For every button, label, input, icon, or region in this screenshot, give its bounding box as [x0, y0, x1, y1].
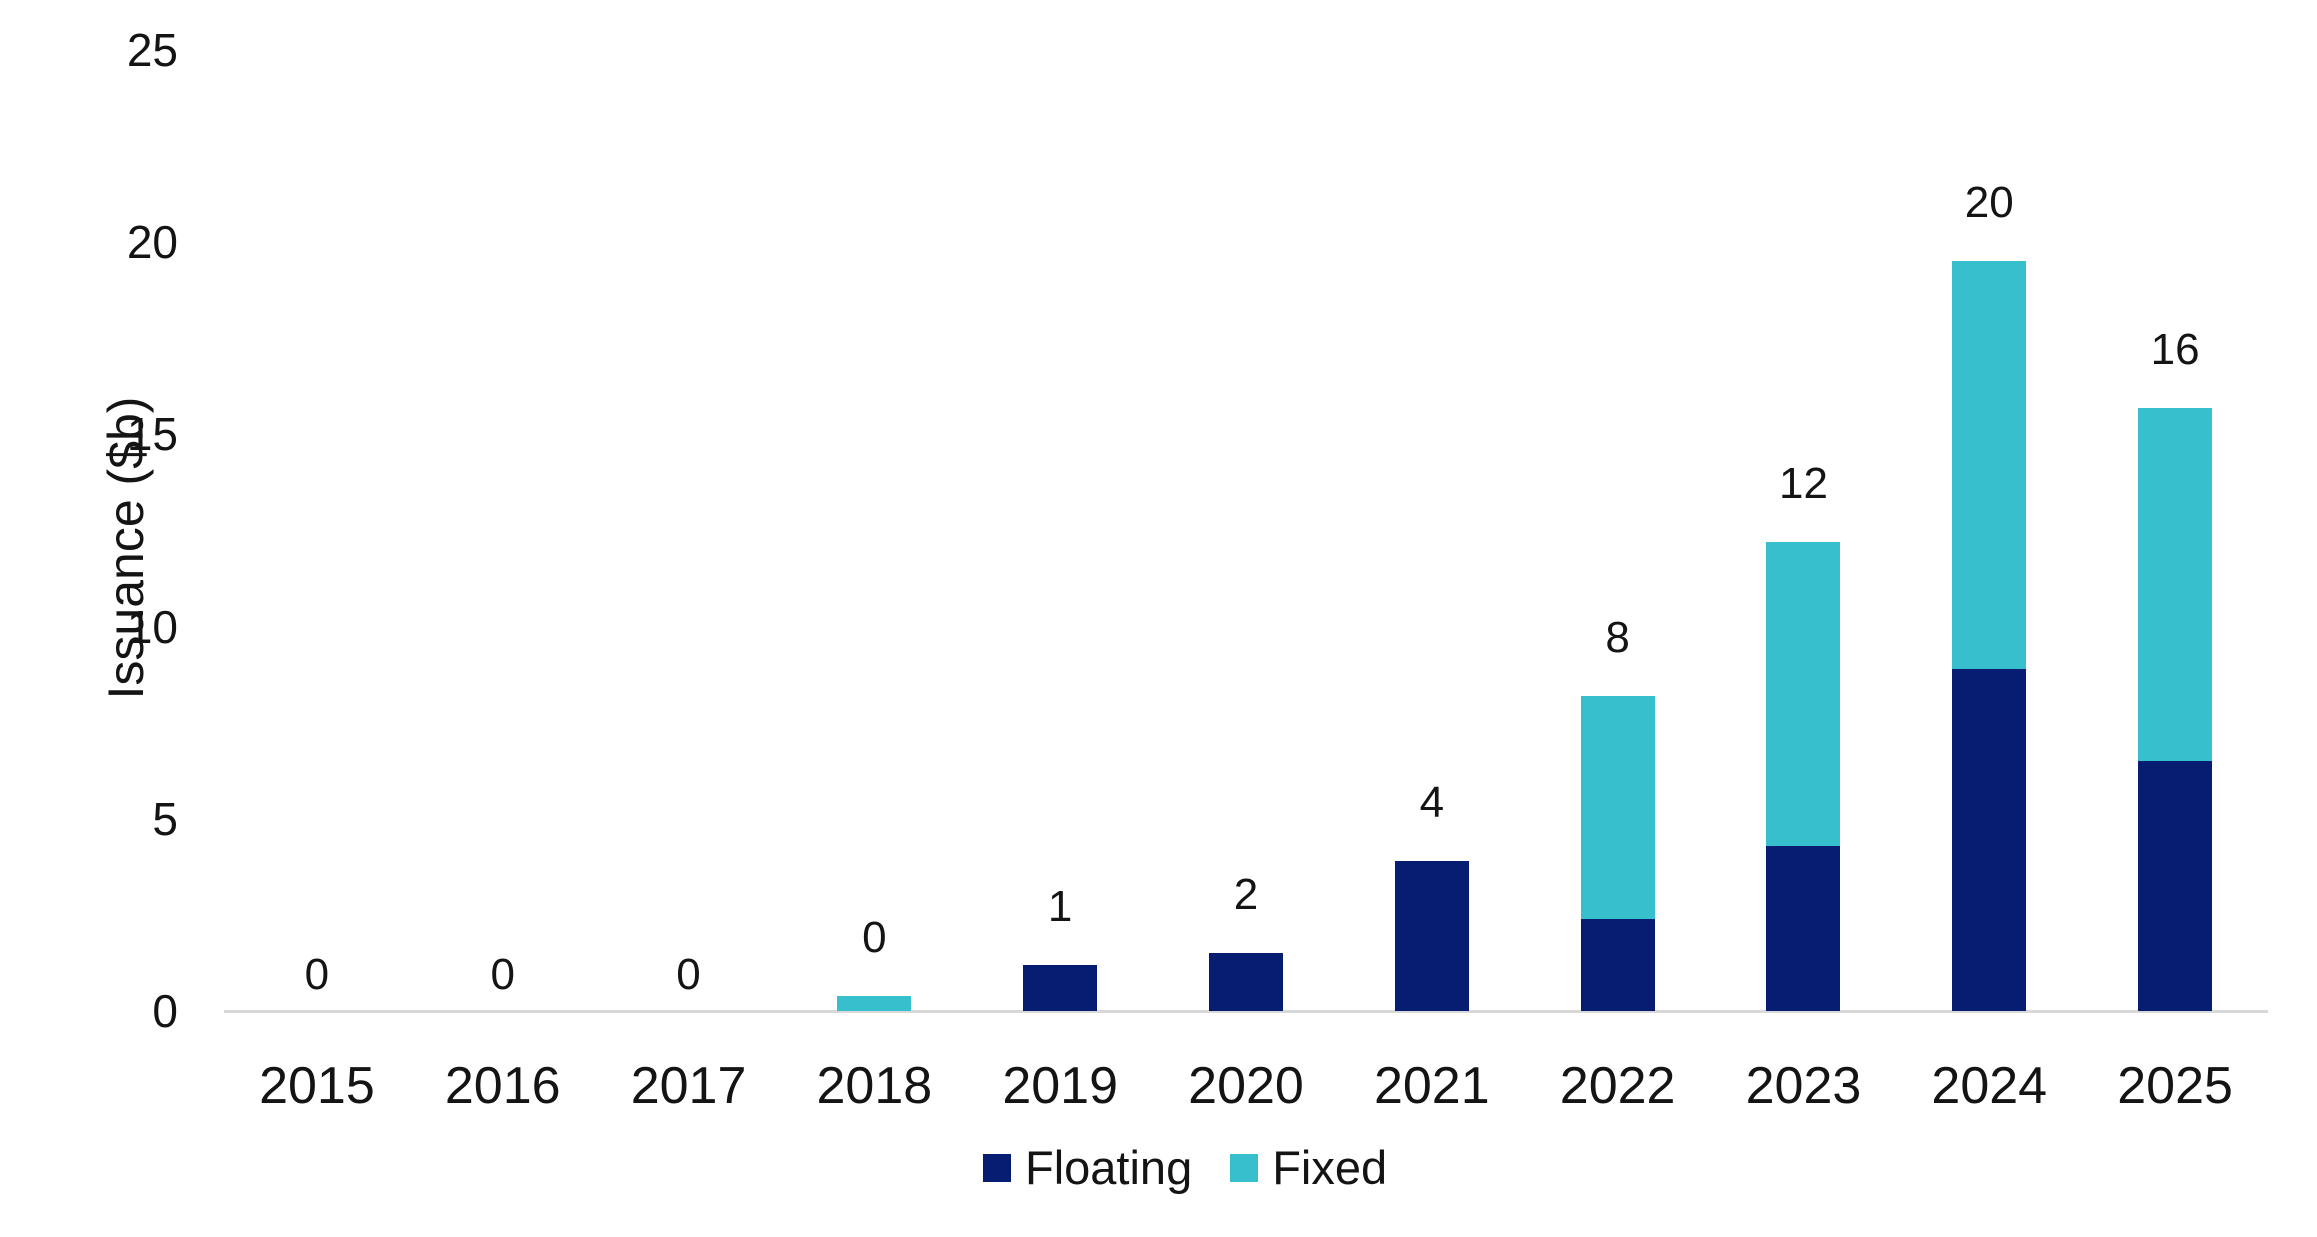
legend-item-floating: Floating — [983, 1144, 1192, 1191]
x-tick-label-2021: 2021 — [1373, 1057, 1490, 1115]
bar-segment-fixed-2024 — [1952, 261, 2027, 669]
y-tick-label-10: 10 — [126, 600, 178, 653]
bar-segment-floating-2025 — [2138, 761, 2213, 1011]
bar-segment-fixed-2022 — [1580, 695, 1655, 919]
bar-total-label-2022: 8 — [1605, 612, 1630, 662]
legend-label-fixed: Fixed — [1272, 1141, 1388, 1194]
x-tick-label-2017: 2017 — [630, 1057, 747, 1115]
bar-total-label-2020: 2 — [1233, 870, 1259, 920]
x-tick-label-2018: 2018 — [816, 1057, 933, 1115]
legend-item-fixed: Fixed — [1230, 1144, 1387, 1191]
bar-total-label-2015: 0 — [304, 950, 330, 999]
bar-segment-floating-2019 — [1023, 964, 1098, 1011]
legend-label-floating: Floating — [1025, 1141, 1193, 1194]
y-tick-label-0: 0 — [152, 985, 178, 1037]
bar-segment-floating-2021 — [1394, 861, 1469, 1011]
x-tick-label-2019: 2019 — [1002, 1057, 1119, 1115]
x-tick-label-2023: 2023 — [1745, 1057, 1862, 1115]
legend-swatch-floating — [983, 1153, 1011, 1182]
y-tick-label-5: 5 — [152, 792, 178, 845]
bar-total-label-2017: 0 — [676, 950, 701, 999]
bar-total-label-2019: 1 — [1047, 881, 1073, 931]
bar-total-label-2023: 12 — [1778, 459, 1828, 509]
legend-swatch-fixed — [1230, 1153, 1259, 1182]
legend: Floating Fixed — [983, 1144, 1387, 1191]
bar-segment-fixed-2018 — [837, 995, 912, 1011]
bar-segment-fixed-2025 — [2138, 407, 2213, 762]
bar-segment-fixed-2023 — [1766, 542, 1841, 846]
bar-total-label-2016: 0 — [490, 950, 515, 999]
bar-total-label-2024: 20 — [1964, 178, 2014, 228]
x-tick-label-2016: 2016 — [444, 1057, 561, 1115]
bar-segment-floating-2020 — [1209, 953, 1283, 1011]
x-axis-line — [224, 1010, 2268, 1013]
x-tick-label-2024: 2024 — [1931, 1057, 2048, 1115]
bar-total-label-2025: 16 — [2150, 324, 2200, 374]
bar-segment-floating-2023 — [1766, 845, 1841, 1011]
y-tick-label-20: 20 — [126, 216, 178, 269]
x-tick-label-2015: 2015 — [259, 1057, 375, 1115]
bar-segment-floating-2024 — [1952, 668, 2027, 1011]
bar-total-label-2018: 0 — [862, 912, 887, 962]
x-tick-label-2022: 2022 — [1559, 1057, 1676, 1115]
x-tick-label-2020: 2020 — [1188, 1057, 1304, 1115]
bar-total-label-2021: 4 — [1419, 778, 1445, 828]
y-tick-label-25: 25 — [126, 24, 178, 76]
bar-segment-floating-2022 — [1580, 918, 1655, 1011]
x-tick-label-2025: 2025 — [2117, 1057, 2233, 1115]
y-tick-label-15: 15 — [126, 408, 178, 461]
